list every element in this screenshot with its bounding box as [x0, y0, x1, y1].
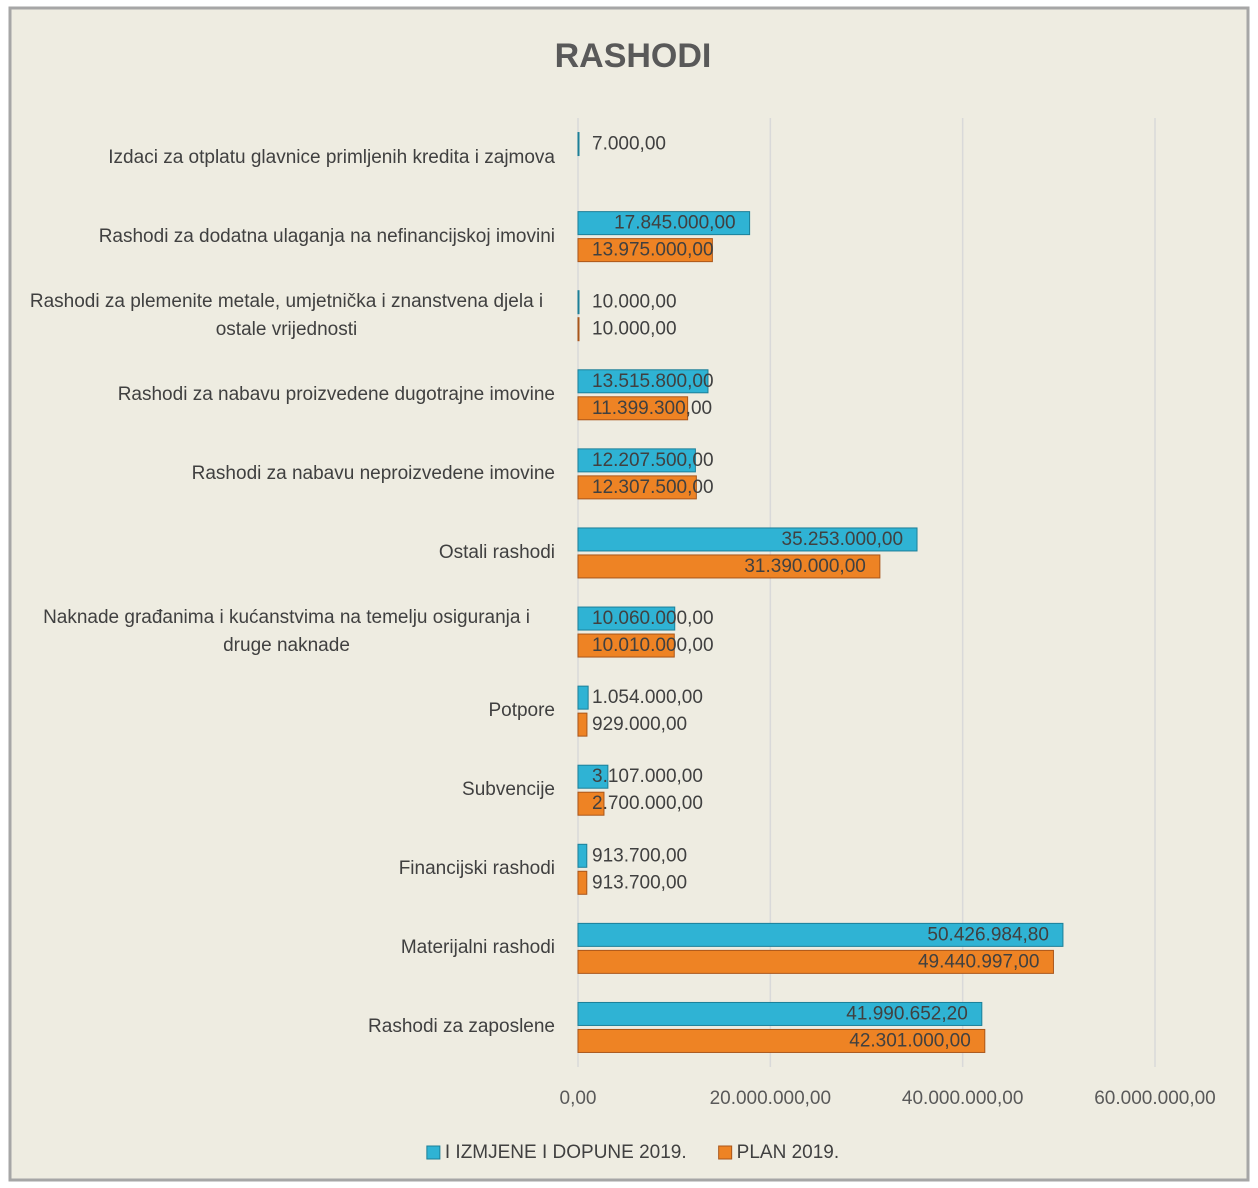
data-label: 41.990.652,20 — [846, 1003, 968, 1024]
bar — [577, 633, 675, 658]
legend-swatch — [718, 1145, 733, 1160]
y-tick-label: Materijalni rashodi — [400, 937, 555, 959]
data-label: 913.700,00 — [592, 872, 687, 893]
y-tick-label: Subvencije — [462, 779, 555, 801]
data-label: 11.399.300,00 — [592, 398, 712, 419]
data-label: 10.000,00 — [592, 319, 677, 340]
y-tick-label: Izdaci za otplatu glavnice primljenih kr… — [108, 146, 555, 168]
data-label: 1.054.000,00 — [592, 687, 703, 708]
legend-label: I IZMJENE I DOPUNE 2019. — [445, 1142, 687, 1163]
bar — [577, 132, 580, 157]
data-label: 12.307.500,00 — [592, 477, 714, 498]
legend-swatch — [426, 1145, 441, 1160]
category-label-box: Potpore — [18, 671, 555, 751]
bar — [577, 448, 696, 473]
bar — [577, 369, 709, 394]
data-label: 49.440.997,00 — [918, 951, 1040, 972]
chart-frame — [8, 6, 1250, 1182]
category-label-box: Rashodi za dodatna ulaganja na nefinanci… — [18, 197, 555, 277]
chart-title: RASHODI — [555, 37, 712, 75]
bar — [577, 1001, 983, 1026]
y-tick-label: Ostali rashodi — [438, 541, 555, 563]
x-tick-label: 60.000.000,00 — [1094, 1088, 1216, 1109]
y-tick-label: Rashodi za plemenite metale, umjetnička … — [29, 290, 544, 340]
y-tick-label: Rashodi za nabavu proizvedene dugotrajne… — [117, 383, 555, 405]
x-tick-label: 0,00 — [560, 1088, 597, 1109]
data-label: 31.390.000,00 — [744, 556, 866, 577]
bar — [577, 922, 1064, 947]
category-label-box: Naknade građanima i kućanstvima na temel… — [18, 592, 555, 672]
data-label: 10.000,00 — [592, 292, 677, 313]
category-label-box: Rashodi za plemenite metale, umjetnička … — [18, 276, 555, 356]
y-tick-label: Rashodi za dodatna ulaganja na nefinanci… — [98, 225, 555, 247]
x-tick-label: 40.000.000,00 — [902, 1088, 1024, 1109]
data-label: 10.010.000,00 — [592, 635, 714, 656]
data-label: 3.107.000,00 — [592, 766, 703, 787]
category-label-box: Materijalni rashodi — [18, 908, 555, 988]
category-label-box: Rashodi za nabavu proizvedene dugotrajne… — [18, 355, 555, 435]
bar — [577, 211, 751, 236]
bar — [577, 475, 697, 500]
y-tick-label: Rashodi za nabavu neproizvedene imovine — [191, 462, 555, 484]
bar — [577, 606, 676, 631]
data-label: 929.000,00 — [592, 714, 687, 735]
data-label: 35.253.000,00 — [782, 529, 904, 550]
category-label-box: Rashodi za zaposlene — [18, 987, 555, 1067]
category-label-box: Financijski rashodi — [18, 829, 555, 909]
data-label: 10.060.000,00 — [592, 608, 714, 629]
category-label-box: Rashodi za nabavu neproizvedene imovine — [18, 434, 555, 514]
y-tick-label: Potpore — [488, 700, 555, 722]
bar — [577, 685, 589, 710]
bar — [577, 527, 918, 552]
bar — [577, 290, 580, 315]
category-label-box: Subvencije — [18, 750, 555, 830]
y-tick-label: Financijski rashodi — [398, 858, 555, 880]
data-label: 2.700.000,00 — [592, 793, 703, 814]
y-tick-label: Rashodi za zaposlene — [368, 1016, 555, 1038]
category-label-box: Izdaci za otplatu glavnice primljenih kr… — [18, 118, 555, 198]
data-label: 13.975.000,00 — [592, 240, 714, 261]
legend-label: PLAN 2019. — [737, 1142, 839, 1163]
bar — [577, 317, 580, 342]
bar — [577, 764, 609, 789]
data-label: 913.700,00 — [592, 845, 687, 866]
x-tick-label: 20.000.000,00 — [710, 1088, 832, 1109]
data-label: 50.426.984,80 — [927, 924, 1049, 945]
bar — [577, 554, 881, 579]
bar — [577, 791, 605, 816]
bar — [577, 949, 1054, 974]
data-label: 13.515.800,00 — [592, 371, 714, 392]
category-label-box: Ostali rashodi — [18, 513, 555, 593]
bar — [577, 712, 588, 737]
data-label: 42.301.000,00 — [849, 1030, 971, 1051]
data-label: 7.000,00 — [592, 134, 666, 155]
bar — [577, 1028, 986, 1053]
data-label: 17.845.000,00 — [614, 213, 736, 234]
y-tick-label: Naknade građanima i kućanstvima na temel… — [43, 607, 530, 657]
bar — [577, 843, 588, 868]
bar — [577, 396, 689, 421]
bar — [577, 870, 588, 895]
data-label: 12.207.500,00 — [592, 450, 714, 471]
bar — [577, 238, 713, 263]
